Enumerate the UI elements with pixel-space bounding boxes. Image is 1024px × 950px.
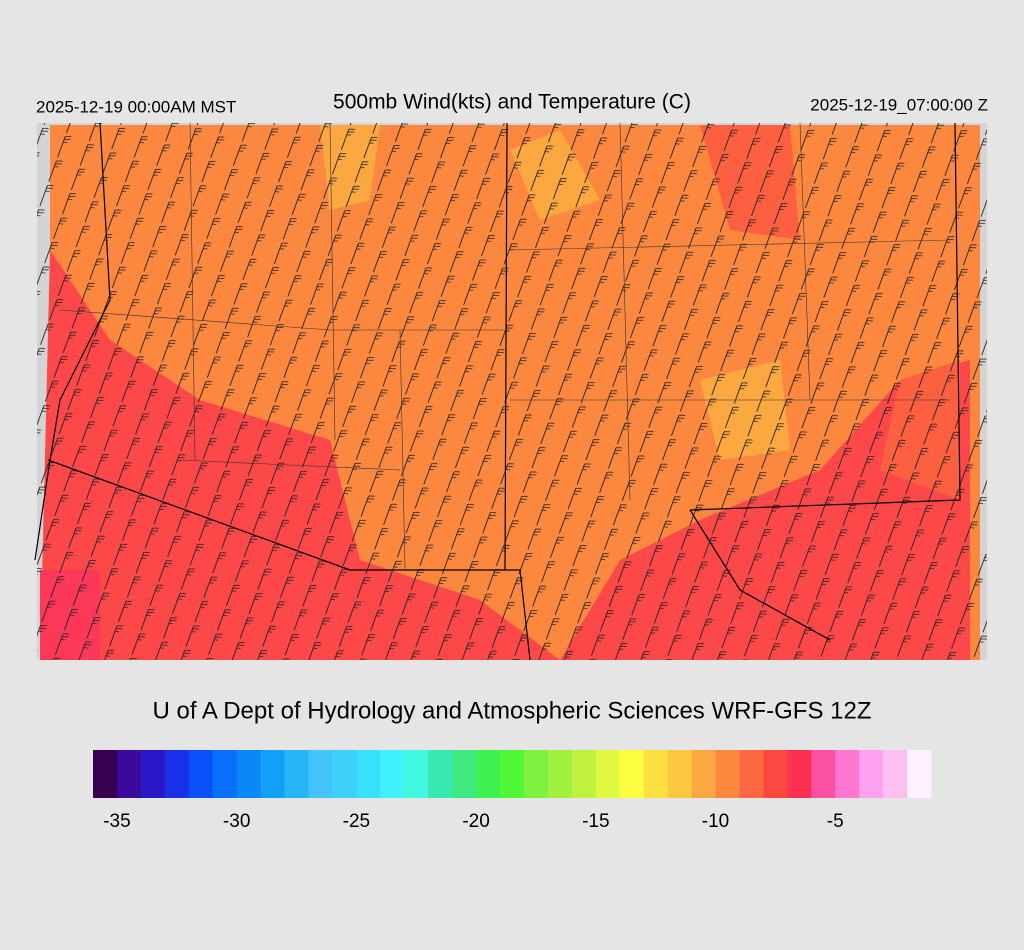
color-swatch [332,750,357,798]
color-swatch [164,750,190,798]
color-swatch [284,750,309,798]
color-swatch [236,750,262,798]
state-lines [59,122,951,571]
colorbar: -35 -30 -25 -20 -15 -10 -5 [93,750,932,832]
color-swatch [667,750,693,798]
color-swatch [380,750,405,798]
color-swatch [571,750,597,798]
tick-label: -5 [827,811,844,832]
color-swatch [308,750,333,798]
color-swatch [523,750,549,798]
color-swatch [835,750,860,798]
map [34,122,987,661]
color-swatch [404,750,429,798]
tick-label: -25 [343,811,370,832]
color-swatch [212,750,238,798]
color-swatch [883,750,908,798]
tick-label: -20 [462,811,489,832]
color-swatch [452,750,477,798]
tick-label: -10 [702,811,729,832]
wind-barbs [37,123,987,660]
color-swatch [500,750,525,798]
tick-label: -35 [103,811,130,832]
color-swatch [140,750,166,798]
credit: U of A Dept of Hydrology and Atmospheric… [153,697,872,724]
color-swatch [547,750,573,798]
color-swatch [907,750,932,798]
color-swatch [787,750,812,798]
color-swatch [476,750,501,798]
color-swatch [188,750,214,798]
color-swatch [93,750,118,798]
tick-label: -15 [582,811,609,832]
color-swatch [811,750,836,798]
color-swatch [619,750,645,798]
color-swatch [715,750,740,798]
color-swatch [595,750,621,798]
color-swatch [859,750,884,798]
color-swatch [739,750,764,798]
color-swatch [643,750,669,798]
valid-time-local: 2025-12-19 00:00AM MST [36,97,236,116]
valid-time-utc: 2025-12-19_07:00:00 Z [810,95,988,114]
color-swatch [428,750,453,798]
tick-label: -30 [223,811,250,832]
color-swatch [763,750,788,798]
map-title: 500mb Wind(kts) and Temperature (C) [333,91,691,114]
color-swatch [691,750,717,798]
color-swatch [260,750,286,798]
color-swatch [116,750,142,798]
borders [34,122,961,661]
color-swatch [356,750,381,798]
